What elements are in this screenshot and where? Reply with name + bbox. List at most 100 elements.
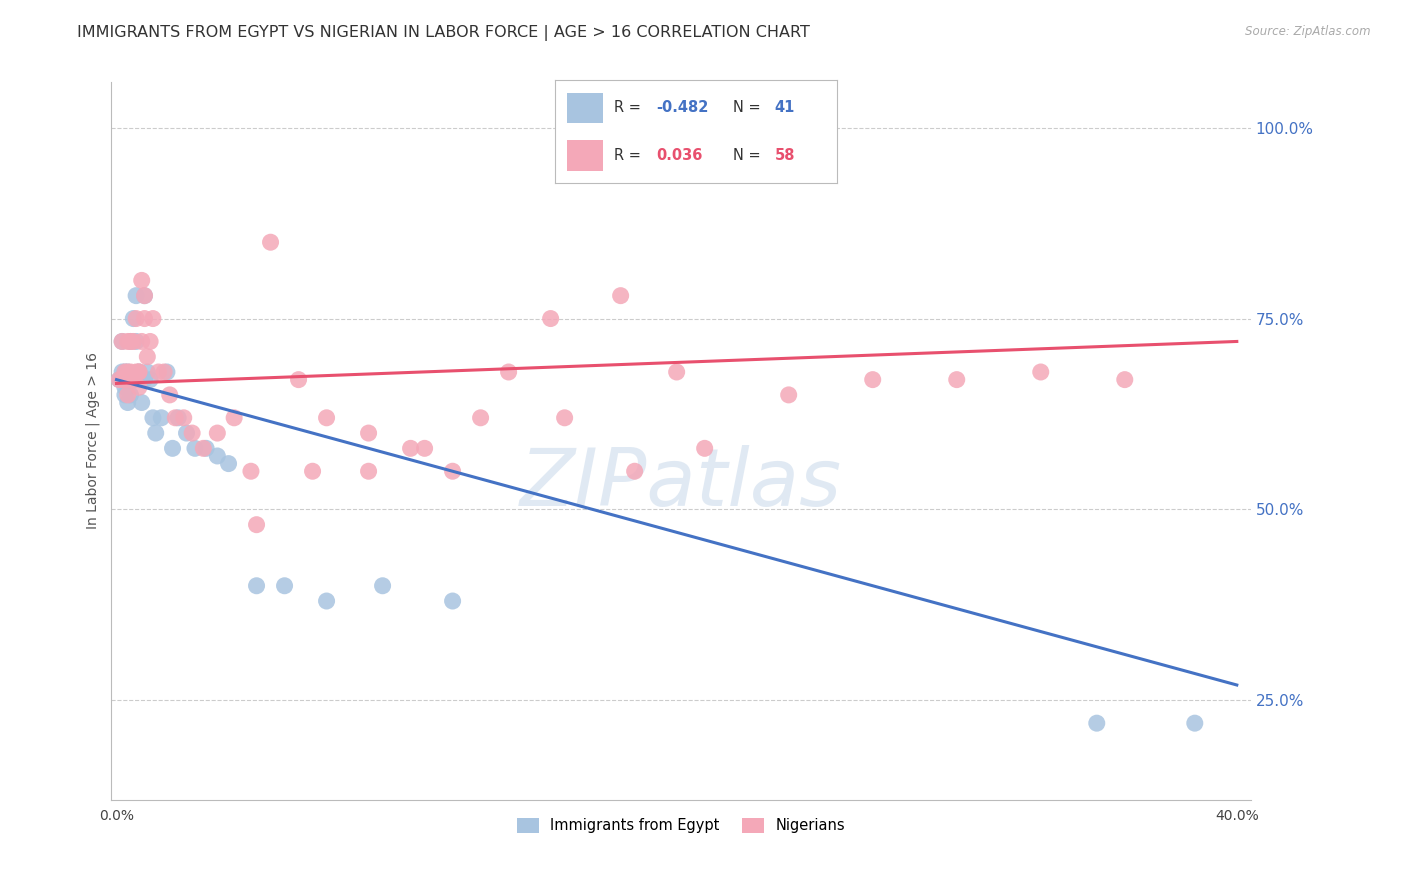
- Point: [399, 442, 422, 456]
- Point: [184, 442, 207, 456]
- Point: [131, 395, 153, 409]
- Point: [131, 273, 153, 287]
- Point: [122, 373, 145, 387]
- Text: 58: 58: [775, 148, 796, 162]
- Point: [165, 410, 187, 425]
- Text: Source: ZipAtlas.com: Source: ZipAtlas.com: [1246, 25, 1371, 38]
- Point: [357, 464, 380, 478]
- Point: [162, 442, 184, 456]
- Point: [540, 311, 562, 326]
- Point: [142, 311, 165, 326]
- Point: [131, 334, 153, 349]
- Point: [1114, 373, 1136, 387]
- Point: [273, 579, 295, 593]
- Point: [245, 517, 267, 532]
- Point: [136, 365, 159, 379]
- Point: [195, 442, 218, 456]
- Text: -0.482: -0.482: [657, 101, 709, 115]
- Text: IMMIGRANTS FROM EGYPT VS NIGERIAN IN LABOR FORCE | AGE > 16 CORRELATION CHART: IMMIGRANTS FROM EGYPT VS NIGERIAN IN LAB…: [77, 25, 810, 41]
- Point: [120, 365, 142, 379]
- Point: [134, 373, 156, 387]
- Point: [239, 464, 262, 478]
- Point: [665, 365, 688, 379]
- Point: [128, 365, 150, 379]
- Point: [287, 373, 309, 387]
- Point: [134, 288, 156, 302]
- Point: [159, 388, 181, 402]
- Point: [136, 350, 159, 364]
- Point: [120, 334, 142, 349]
- Point: [150, 410, 173, 425]
- Point: [153, 365, 176, 379]
- Point: [131, 373, 153, 387]
- Point: [120, 373, 142, 387]
- Point: [778, 388, 800, 402]
- Point: [114, 365, 136, 379]
- Point: [173, 410, 195, 425]
- Point: [114, 380, 136, 394]
- Point: [128, 373, 150, 387]
- Point: [120, 334, 142, 349]
- Point: [1184, 716, 1206, 731]
- Point: [128, 365, 150, 379]
- Point: [122, 311, 145, 326]
- Text: R =: R =: [614, 148, 651, 162]
- Point: [413, 442, 436, 456]
- Point: [945, 373, 967, 387]
- Point: [218, 457, 240, 471]
- Text: 0.036: 0.036: [657, 148, 703, 162]
- Point: [125, 311, 148, 326]
- Point: [134, 311, 156, 326]
- Point: [117, 388, 139, 402]
- Text: R =: R =: [614, 101, 645, 115]
- Point: [1029, 365, 1052, 379]
- Point: [108, 373, 131, 387]
- Point: [111, 373, 134, 387]
- Point: [125, 334, 148, 349]
- Point: [120, 373, 142, 387]
- Point: [609, 288, 631, 302]
- Text: N =: N =: [733, 148, 765, 162]
- Point: [125, 365, 148, 379]
- Point: [122, 334, 145, 349]
- Point: [139, 334, 162, 349]
- Point: [128, 380, 150, 394]
- Point: [193, 442, 215, 456]
- Text: ZIPatlas: ZIPatlas: [520, 445, 842, 523]
- Point: [122, 373, 145, 387]
- Point: [357, 426, 380, 441]
- Y-axis label: In Labor Force | Age > 16: In Labor Force | Age > 16: [86, 352, 100, 529]
- Point: [862, 373, 884, 387]
- Point: [371, 579, 394, 593]
- Point: [470, 410, 492, 425]
- Point: [142, 410, 165, 425]
- Point: [176, 426, 198, 441]
- Point: [693, 442, 716, 456]
- Point: [315, 594, 337, 608]
- Point: [441, 464, 464, 478]
- Text: N =: N =: [733, 101, 765, 115]
- Point: [117, 365, 139, 379]
- Point: [128, 365, 150, 379]
- Bar: [567, 93, 603, 123]
- Point: [259, 235, 281, 250]
- Point: [554, 410, 576, 425]
- Point: [134, 288, 156, 302]
- Point: [125, 288, 148, 302]
- Legend: Immigrants from Egypt, Nigerians: Immigrants from Egypt, Nigerians: [510, 812, 851, 838]
- Bar: [567, 140, 603, 170]
- Point: [117, 365, 139, 379]
- Point: [111, 365, 134, 379]
- Point: [224, 410, 246, 425]
- Point: [148, 365, 170, 379]
- Point: [498, 365, 520, 379]
- Point: [114, 365, 136, 379]
- Point: [114, 388, 136, 402]
- Point: [120, 388, 142, 402]
- Point: [108, 373, 131, 387]
- Point: [207, 426, 229, 441]
- Point: [117, 395, 139, 409]
- Point: [181, 426, 204, 441]
- Point: [111, 334, 134, 349]
- Point: [245, 579, 267, 593]
